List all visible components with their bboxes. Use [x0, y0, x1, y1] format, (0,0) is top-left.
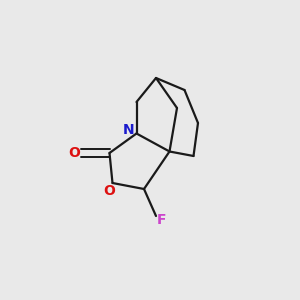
- Text: O: O: [68, 146, 80, 160]
- Text: N: N: [122, 124, 134, 137]
- Text: O: O: [103, 184, 116, 198]
- Text: F: F: [157, 214, 167, 227]
